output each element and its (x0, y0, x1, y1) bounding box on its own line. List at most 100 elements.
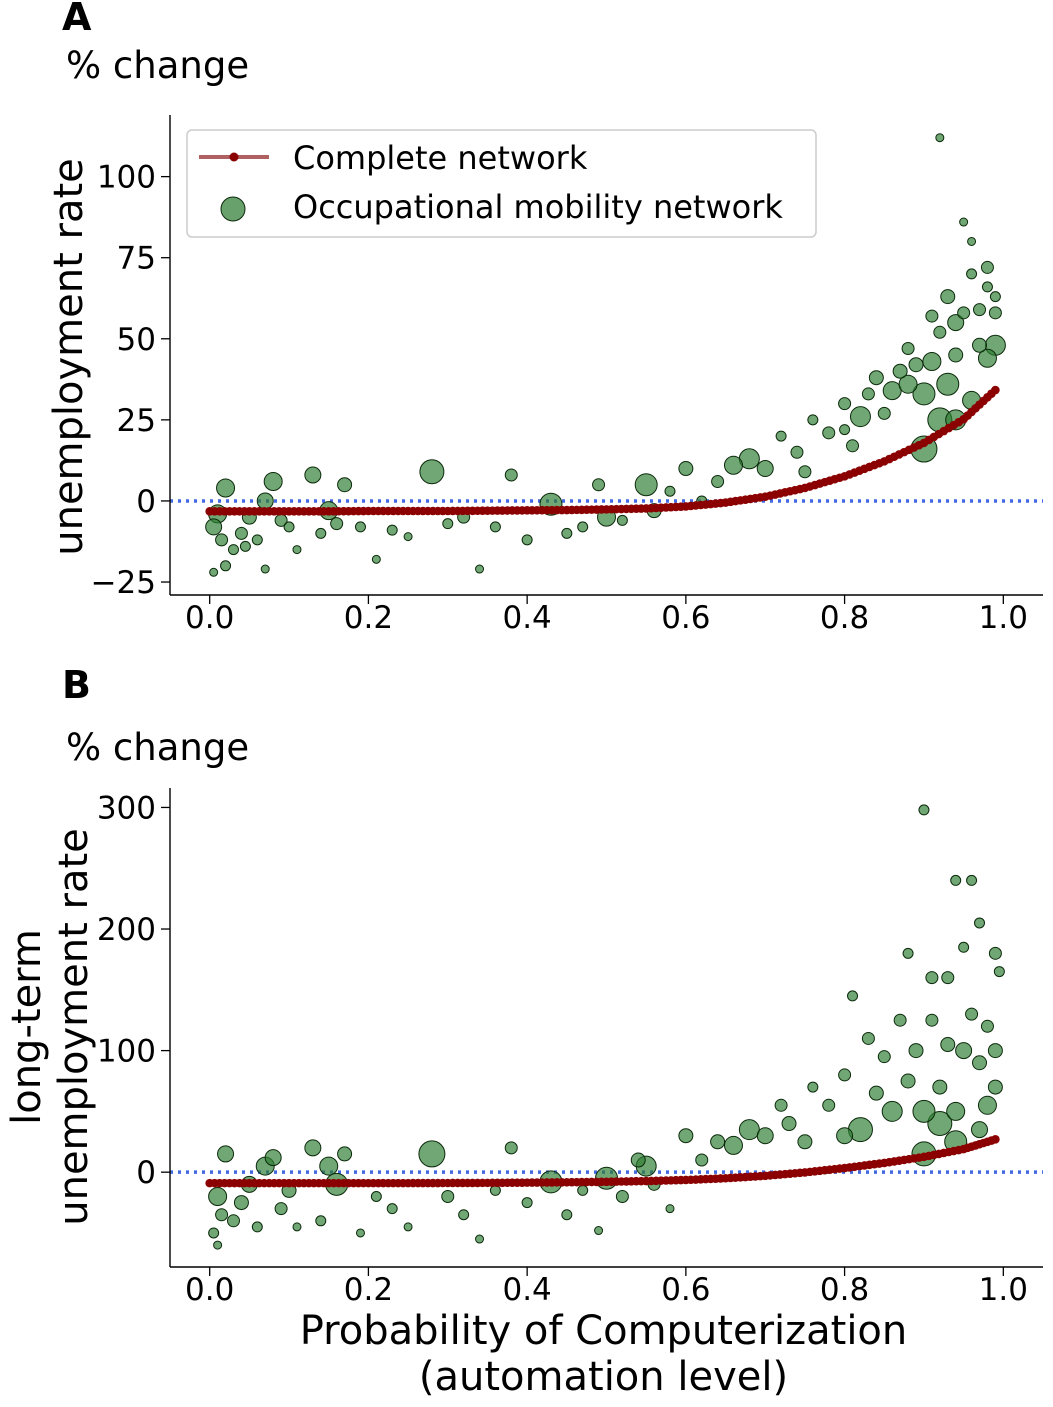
occupational-network-point (965, 1007, 979, 1021)
occupational-network-point (972, 337, 988, 353)
occupational-network-point (213, 1240, 223, 1250)
occupational-network-point (217, 1145, 235, 1163)
y-tick-label: 25 (117, 403, 156, 439)
panel-b-axes (169, 788, 1043, 1268)
panel-a-network-series (205, 385, 1000, 516)
occupational-network-point (260, 564, 270, 574)
occupational-network-point (797, 1134, 813, 1150)
occupational-network-point (634, 473, 658, 497)
occupational-network-point (664, 485, 676, 497)
occupational-network-point (227, 544, 239, 556)
occupational-network-point (807, 1081, 819, 1093)
occupational-network-point (927, 1111, 953, 1137)
occupational-network-point (504, 1141, 518, 1155)
occupational-network-point (475, 564, 485, 574)
occupational-network-point (987, 1079, 1003, 1095)
occupational-network-point (950, 874, 962, 886)
occupational-network-point (418, 1140, 446, 1168)
occupational-network-point (861, 387, 875, 401)
panel-b-unit-label: % change (66, 726, 249, 769)
x-tick-label: 1.0 (979, 600, 1028, 636)
legend-scatter-swatch (220, 196, 246, 222)
occupational-network-point (958, 941, 970, 953)
occupational-network-point (847, 990, 859, 1002)
occupational-network-point (441, 1189, 455, 1203)
y-tick-label: 100 (97, 160, 156, 196)
occupational-network-point (256, 492, 274, 510)
occupational-network-point (475, 1234, 485, 1244)
occupational-network-point (489, 521, 501, 533)
occupational-network-point (215, 533, 229, 547)
occupational-network-point (561, 527, 573, 539)
occupational-network-point (849, 406, 871, 428)
legend: Complete network Occupational mobility n… (186, 129, 817, 238)
occupational-network-point (442, 518, 454, 530)
occupational-network-point (577, 521, 589, 533)
occupational-network-point (974, 917, 986, 929)
occupational-network-point (264, 1149, 282, 1167)
occupational-network-point (216, 478, 236, 498)
occupational-network-point (561, 1209, 573, 1221)
occupational-network-point (822, 426, 836, 440)
occupational-network-point (304, 1139, 322, 1157)
occupational-network-point (723, 1135, 743, 1155)
occupational-network-point (893, 1013, 907, 1027)
legend-line-marker (229, 152, 239, 162)
panel-a-x-ticks: 0.0 0.2 0.4 0.6 0.8 1.0 (185, 595, 1028, 636)
occupational-network-point (868, 1085, 884, 1101)
panel-b-scatter-series (208, 804, 1005, 1250)
occupational-network-point (665, 1204, 675, 1214)
occupational-network-point (239, 540, 251, 552)
occupational-network-point (941, 971, 955, 985)
occupational-network-point (790, 445, 804, 459)
occupational-network-point (973, 303, 987, 317)
occupational-network-point (594, 1226, 604, 1236)
occupational-network-point (386, 524, 398, 536)
panel-b-ylabel-line: long-term (4, 929, 50, 1125)
x-tick-label: 0.0 (185, 600, 234, 636)
panel-a-label: A (62, 0, 92, 39)
occupational-network-point (781, 1116, 797, 1132)
occupational-network-point (233, 1195, 249, 1211)
occupational-network-point (678, 1128, 694, 1144)
occupational-network-point (877, 1050, 891, 1064)
occupational-network-point (936, 372, 960, 396)
x-axis-label-line: Probability of Computerization (300, 1308, 908, 1354)
occupational-network-point (882, 381, 902, 401)
x-tick-label: 0.6 (661, 1272, 710, 1308)
occupational-network-point (226, 1214, 240, 1228)
occupational-network-point (263, 471, 283, 491)
occupational-network-point (822, 1098, 836, 1112)
y-tick-label: −25 (91, 565, 156, 601)
occupational-network-point (798, 465, 812, 479)
panel-b-xlabel: Probability of Computerization(automatio… (300, 1308, 908, 1400)
occupational-network-point (947, 314, 965, 332)
occupational-network-point (330, 517, 344, 531)
panel-b-ylabel: long-term unemployment rate (4, 828, 97, 1226)
occupational-network-point (616, 514, 628, 526)
occupational-network-point (972, 1055, 988, 1071)
occupational-network-point (877, 406, 891, 420)
occupational-network-point (971, 1121, 989, 1139)
occupational-network-point (234, 526, 248, 540)
x-axis-label-line: (automation level) (419, 1354, 788, 1400)
occupational-network-point (209, 567, 219, 577)
occupational-network-point (912, 1099, 936, 1123)
occupational-network-point (337, 477, 353, 493)
occupational-network-point (932, 1079, 948, 1095)
panel-b-ylabel-line: unemployment rate (51, 828, 97, 1226)
panel-a: A % change unemployment rate −25 0 25 50 75 1… (46, 0, 1043, 636)
x-tick-label: 0.2 (344, 1272, 393, 1308)
occupational-network-point (274, 1202, 288, 1216)
occupational-network-point (215, 1208, 229, 1222)
occupational-network-point (925, 971, 939, 985)
occupational-network-point (838, 1068, 852, 1082)
y-tick-label: 50 (117, 322, 156, 358)
occupational-network-point (354, 521, 366, 533)
occupational-network-point (577, 1184, 589, 1196)
panel-b-label: B (62, 663, 91, 707)
occupational-network-point (315, 1215, 327, 1227)
occupational-network-point (419, 459, 445, 485)
occupational-network-point (846, 439, 860, 453)
